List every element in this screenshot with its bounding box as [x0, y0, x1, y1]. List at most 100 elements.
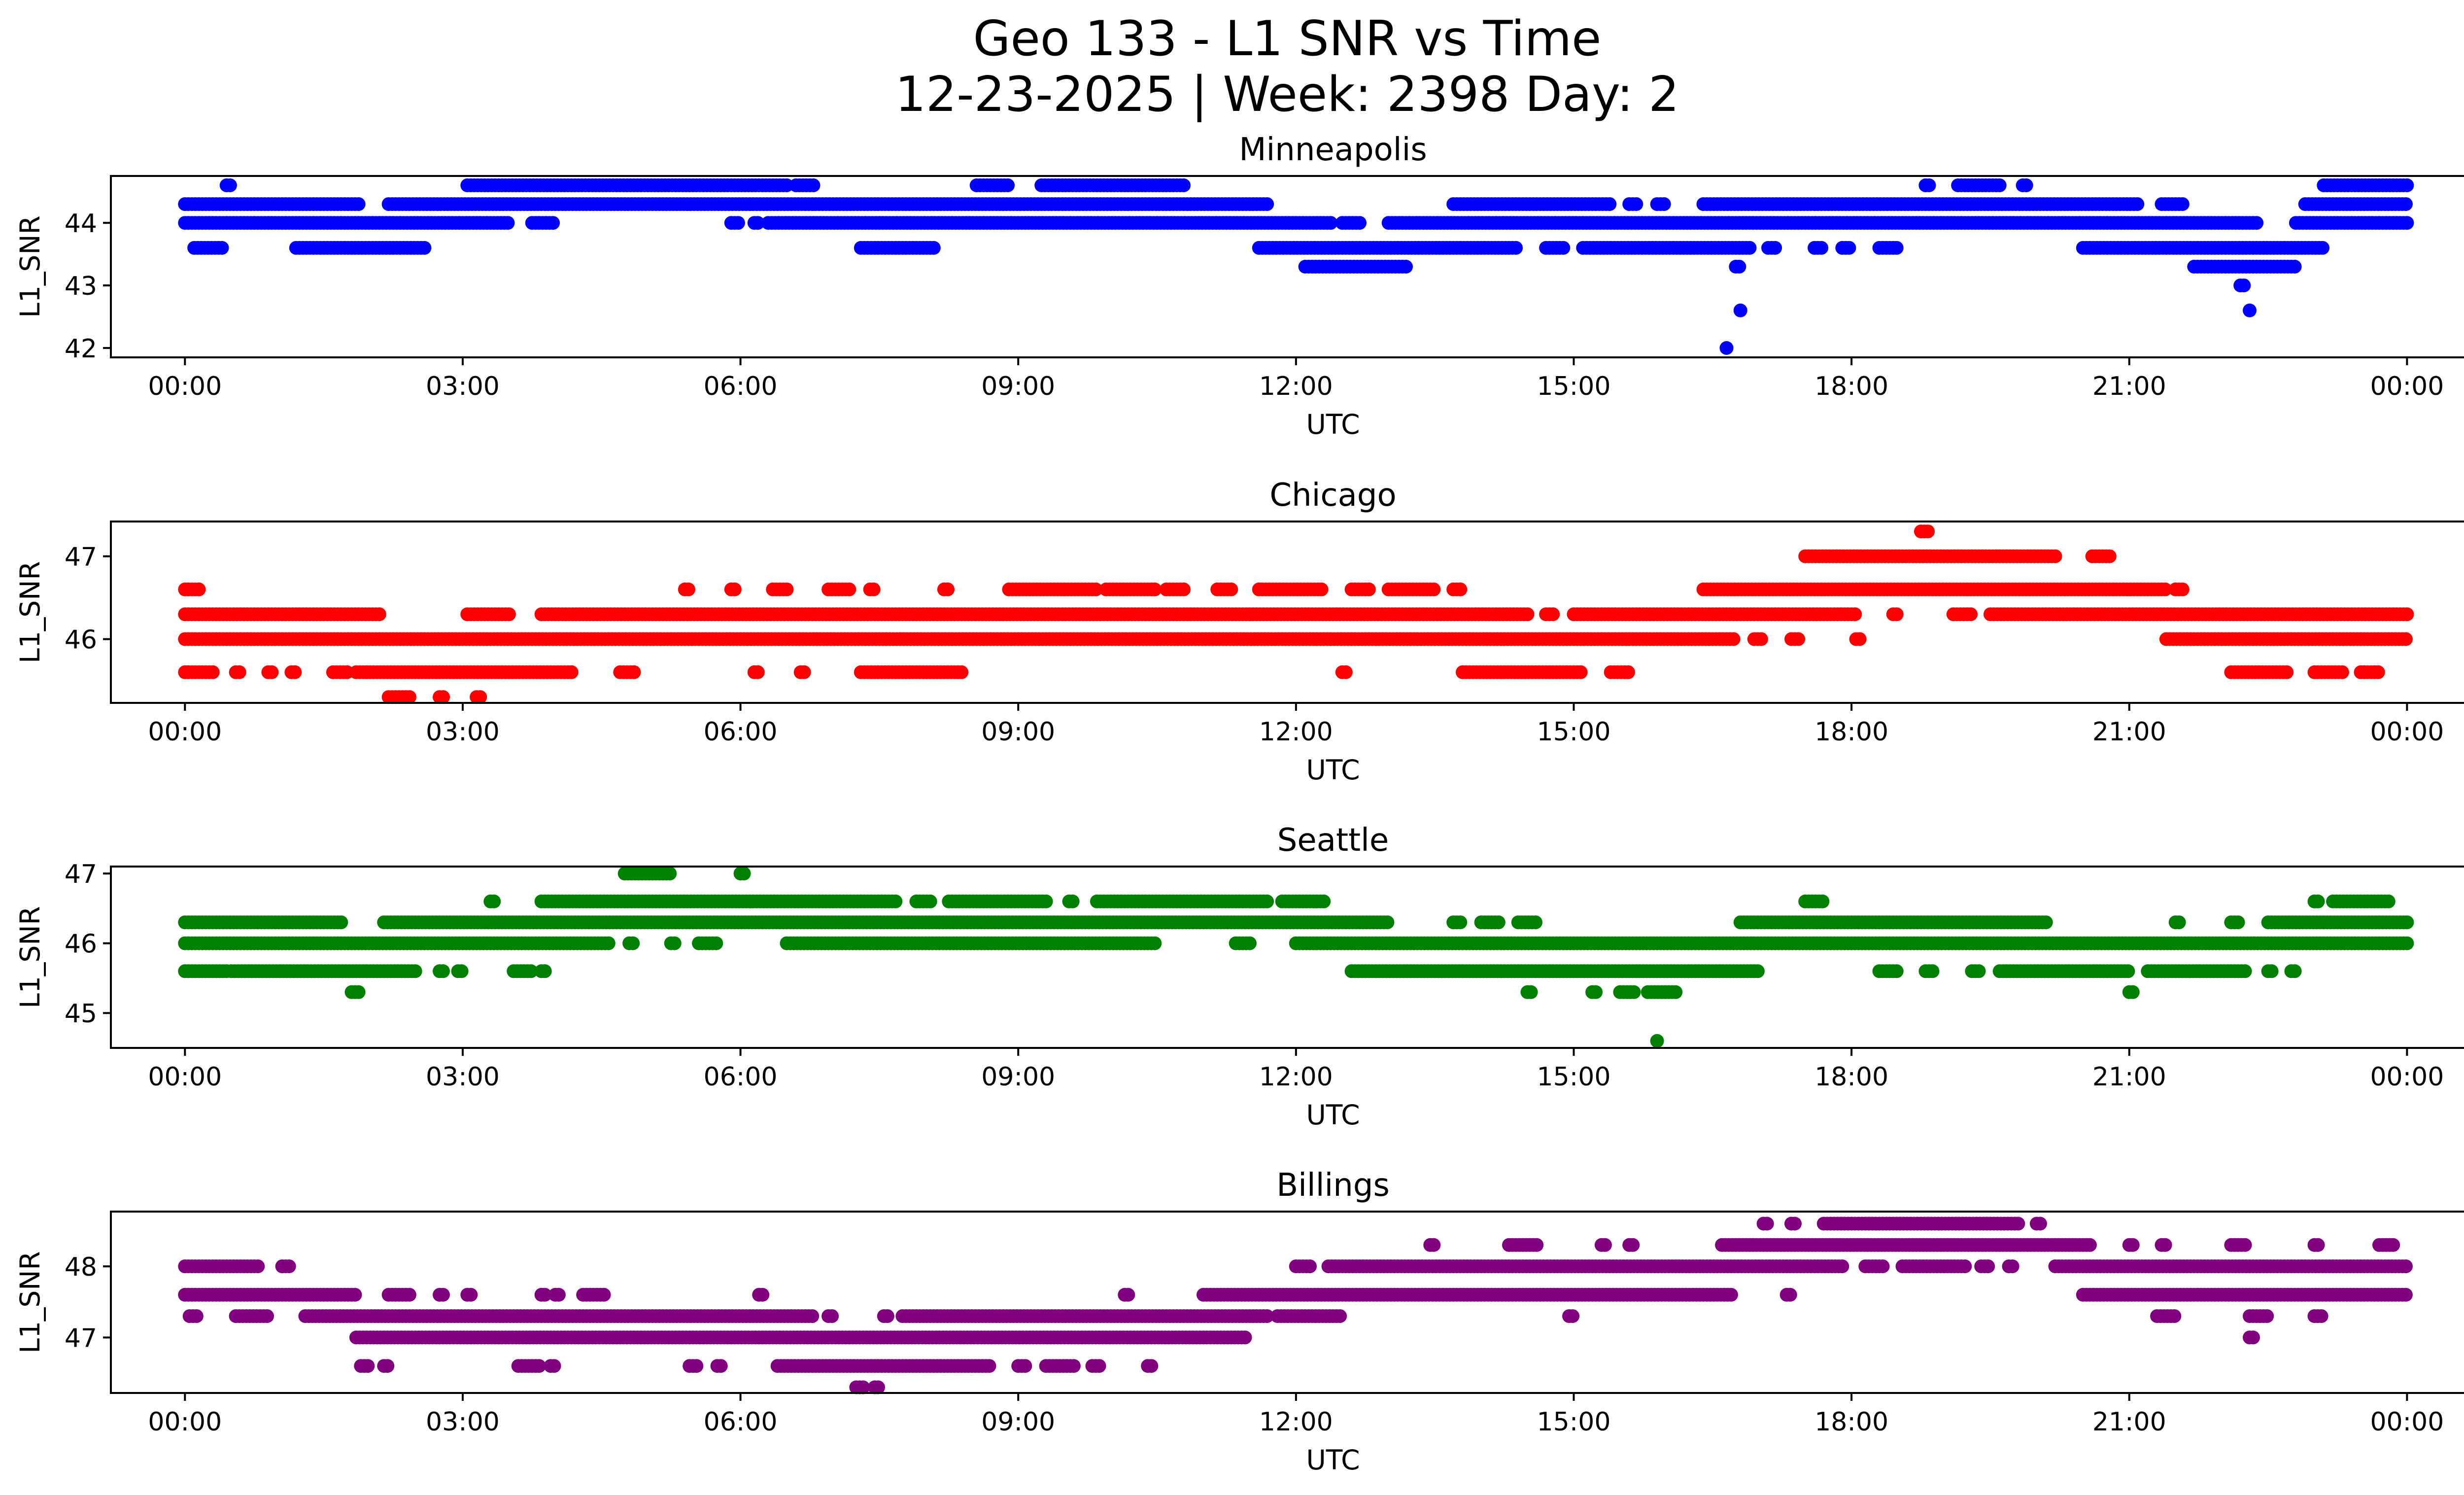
x-tick-label: 21:00 — [2092, 717, 2166, 747]
data-point — [2264, 964, 2279, 978]
data-point — [1719, 341, 1734, 355]
data-point — [288, 665, 302, 679]
data-point — [1520, 607, 1535, 622]
data-point — [926, 241, 941, 255]
data-point — [2400, 178, 2414, 192]
data-point — [2311, 894, 2325, 908]
data-point — [601, 936, 616, 950]
data-point — [1889, 241, 1904, 255]
y-tick-label: 46 — [65, 930, 97, 959]
x-tick-label: 21:00 — [2092, 372, 2166, 401]
y-tick-label: 44 — [65, 209, 97, 239]
data-point — [1669, 985, 1683, 999]
data-point — [1842, 241, 1856, 255]
plot-frame — [110, 866, 2464, 1049]
data-point — [1529, 915, 1542, 930]
data-point — [2172, 915, 2186, 930]
data-point — [223, 178, 237, 192]
data-point — [2019, 178, 2033, 192]
data-point — [2238, 964, 2252, 978]
y-axis-label: L1_SNR — [14, 561, 46, 663]
data-point — [737, 867, 751, 881]
data-point — [1848, 607, 1862, 622]
x-axis-ticks: 00:00 03:00 06:00 09:00 12:00 15:00 18:00 21:00… — [148, 357, 2444, 401]
data-point — [626, 936, 640, 950]
data-point — [1627, 985, 1641, 999]
data-point — [2130, 197, 2145, 211]
x-tick-label: 00:00 — [2370, 372, 2444, 401]
x-axis-label: UTC — [1306, 409, 1360, 440]
data-point — [2399, 197, 2413, 211]
data-point — [351, 985, 366, 999]
x-tick-label: 00:00 — [2370, 717, 2444, 747]
data-point — [2288, 964, 2302, 978]
panel-minneapolis: Minneapolis 00:00 03:00 06:00 09:00 12:00 15:… — [14, 132, 2464, 440]
data-point — [1964, 607, 1978, 622]
data-point — [215, 241, 229, 255]
data-point — [408, 964, 422, 978]
data-point — [2175, 582, 2190, 596]
data-point — [1889, 964, 1904, 978]
x-tick-label: 15:00 — [1537, 1062, 1611, 1092]
data-point — [627, 665, 641, 679]
data-point — [1603, 197, 1617, 211]
data-point — [1399, 260, 1413, 274]
data-point — [454, 964, 469, 978]
data-point — [1754, 632, 1768, 646]
panel-title: Billings — [1276, 1167, 1390, 1204]
x-tick-label: 21:00 — [2092, 1062, 2166, 1092]
data-point — [1992, 178, 2007, 192]
data-point — [806, 178, 821, 192]
data-point — [1814, 241, 1829, 255]
data-point — [2288, 260, 2302, 274]
data-point — [1260, 894, 1274, 908]
data-point — [1852, 632, 1867, 646]
data-point — [1338, 665, 1353, 679]
data-point — [2399, 632, 2413, 646]
panel-billings: Billings 00:00 03:00 06:00 09:00 12:00 15:00 1… — [14, 1167, 2464, 1476]
data-point — [751, 665, 765, 679]
scatter-points — [178, 1217, 2413, 1394]
data-point — [1556, 241, 1571, 255]
data-point — [2400, 216, 2414, 230]
data-point — [797, 665, 811, 679]
data-point — [1148, 936, 1162, 950]
data-point — [709, 936, 723, 950]
data-point — [1491, 915, 1506, 930]
data-point — [923, 894, 937, 908]
x-tick-label: 09:00 — [981, 1062, 1055, 1092]
data-point — [842, 582, 856, 596]
data-point — [1453, 915, 1468, 930]
data-point — [1732, 260, 1746, 274]
panel-title: Seattle — [1277, 822, 1389, 859]
data-point — [2125, 985, 2140, 999]
panel-chicago: Chicago 00:00 03:00 06:00 09:00 12:00 15:00 18… — [14, 477, 2464, 786]
x-tick-label: 00:00 — [148, 372, 222, 401]
data-point — [1546, 607, 1560, 622]
y-tick-label: 43 — [65, 272, 97, 301]
data-point — [1453, 582, 1468, 596]
data-point — [2371, 665, 2385, 679]
scatter-points — [178, 178, 2414, 355]
data-point — [1629, 197, 1643, 211]
data-point — [2280, 665, 2294, 679]
data-point — [941, 582, 955, 596]
data-point — [727, 582, 742, 596]
data-point — [334, 915, 348, 930]
data-point — [2231, 915, 2245, 930]
data-point — [2250, 216, 2264, 230]
data-point — [667, 936, 682, 950]
data-point — [1524, 985, 1538, 999]
x-tick-label: 09:00 — [981, 717, 1055, 747]
data-point — [955, 665, 969, 679]
data-point — [2381, 894, 2396, 908]
data-point — [1621, 665, 1635, 679]
data-point — [889, 894, 903, 908]
data-point — [1177, 582, 1191, 596]
panel-title: Minneapolis — [1239, 132, 1427, 168]
data-point — [436, 964, 450, 978]
x-tick-label: 03:00 — [426, 717, 500, 747]
data-point — [2316, 241, 2329, 255]
data-point — [1650, 1034, 1664, 1048]
